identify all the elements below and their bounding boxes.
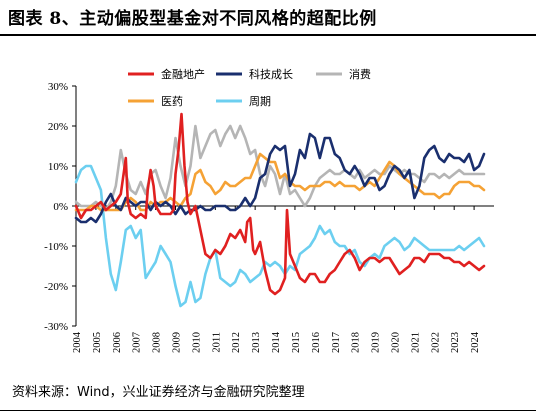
x-tick-label: 2023 [450,332,461,353]
y-tick-label: 0% [53,201,68,213]
series-line-1 [74,112,486,296]
source-note: 资料来源：Wind，兴业证券经济与金融研究院整理 [12,385,305,400]
chart-axes: 30% 20% 10% 0% -10% -20% -30% 2004 2005 2006 2007 2… [44,81,494,353]
legend-label: 消费 [349,67,371,81]
y-tick-label: -30% [44,321,68,333]
x-tick-label: 2005 [92,332,103,353]
title-divider [0,34,536,36]
legend-label: 金融地产 [161,67,205,81]
x-tick-label: 2011 [211,332,222,353]
x-tick-label: 2009 [172,332,183,353]
x-tick-label: 2019 [371,332,382,353]
x-tick-label: 2022 [430,332,441,353]
x-tick-label: 2015 [291,332,302,353]
series-line-3 [74,124,486,212]
series-line-2 [74,132,486,224]
series-line-5 [74,164,486,308]
x-tick-label: 2021 [410,332,421,353]
y-tick-label: 30% [48,81,68,93]
y-tick-label: 10% [48,161,68,173]
series-line-4 [74,152,486,212]
x-tick-label: 2006 [112,332,123,353]
x-tick-label: 2016 [311,332,322,353]
x-tick-label: 2007 [132,332,143,353]
chart-title: 图表 8、主动偏股型基金对不同风格的超配比例 [8,9,377,29]
x-tick-label: 2010 [191,332,202,353]
x-tick-label: 2012 [231,332,242,353]
x-tick-label: 2014 [271,331,282,353]
legend-label: 科技成长 [249,67,293,81]
x-tick-label: 2024 [470,331,481,353]
legend-label: 医药 [161,95,183,108]
x-tick-label: 2008 [152,332,163,353]
x-tick-label: 2018 [351,332,362,353]
x-tick-label: 2004 [72,331,83,353]
legend-label: 周期 [249,95,271,108]
bottom-divider [0,410,536,411]
x-tick-label: 2017 [331,332,342,353]
y-tick-label: -20% [44,281,68,293]
y-tick-label: -10% [44,241,68,253]
x-tick-label: 2020 [390,332,401,353]
x-tick-label: 2013 [251,332,262,353]
series-layer [74,112,486,308]
y-tick-label: 20% [48,121,68,133]
